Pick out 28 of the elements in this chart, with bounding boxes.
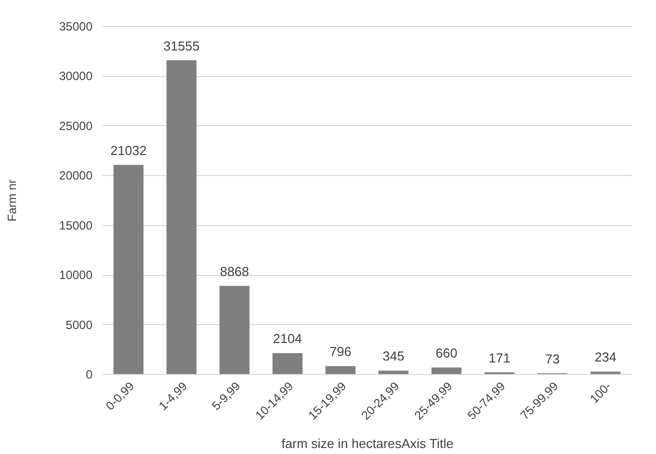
data-label: 21032: [110, 142, 147, 158]
bar: [220, 286, 250, 374]
data-label: 31555: [163, 38, 200, 54]
y-tick-label: 5000: [66, 318, 93, 332]
data-label: 73: [545, 351, 560, 366]
bar: [114, 164, 144, 374]
y-tick-label: 20000: [59, 168, 93, 183]
x-tick-label: 100-: [587, 379, 614, 406]
y-axis-title: Farm nr: [5, 179, 20, 222]
x-axis-title: farm size in hectaresAxis Title: [282, 436, 454, 451]
y-tick-label: 35000: [59, 20, 93, 34]
y-tick-label: 30000: [59, 69, 93, 84]
bar: [432, 367, 462, 374]
data-label: 234: [594, 350, 616, 365]
data-label: 171: [488, 350, 510, 366]
y-tick-label: 25000: [59, 118, 93, 133]
data-label: 796: [330, 344, 352, 360]
data-label: 345: [382, 348, 404, 364]
y-tick-label: 10000: [59, 268, 93, 282]
data-label: 2104: [273, 331, 302, 346]
data-label: 8868: [220, 264, 249, 279]
bar: [272, 353, 302, 374]
y-tick-label: 15000: [59, 218, 93, 232]
bar: [326, 366, 356, 374]
y-tick-label: 0: [86, 368, 93, 382]
data-label: 660: [436, 345, 458, 360]
bar: [166, 60, 196, 374]
bar: [378, 370, 408, 374]
